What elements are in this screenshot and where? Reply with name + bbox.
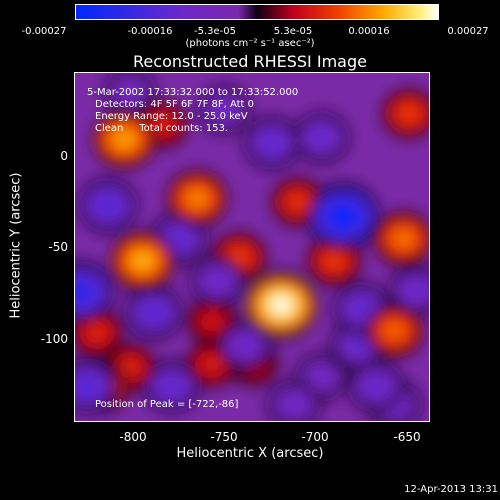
- clean-counts-info: Clean Total counts: 153.: [95, 123, 229, 134]
- negative-source-blob: [100, 199, 115, 212]
- negative-source-blob: [172, 233, 186, 245]
- positive-source-blob: [327, 255, 341, 267]
- positive-source-blob: [232, 251, 246, 263]
- positive-source-blob: [206, 359, 218, 369]
- negative-source-blob: [314, 131, 328, 144]
- negative-source-blob: [80, 380, 95, 393]
- positive-source-blob: [134, 254, 151, 268]
- timestamp: 12-Apr-2013 13:31: [404, 484, 498, 495]
- negative-source-blob: [123, 86, 136, 97]
- y-tick-label: -50: [48, 240, 68, 254]
- y-tick-label: 0: [60, 149, 68, 163]
- positive-source-blob: [90, 327, 103, 338]
- positive-source-blob: [190, 192, 205, 205]
- positive-source-blob: [116, 132, 132, 146]
- negative-source-blob: [369, 380, 383, 392]
- obs-time-range: 5-Mar-2002 17:33:32.000 to 17:33:52.000: [87, 87, 299, 98]
- colorbar-tick-label: 5.3e-05: [273, 26, 313, 37]
- chart-title: Reconstructed RHESSI Image: [133, 52, 367, 71]
- negative-source-blob: [238, 340, 252, 352]
- negative-source-blob: [287, 399, 301, 410]
- x-tick-label: -800: [119, 430, 147, 444]
- negative-source-blob: [75, 285, 89, 300]
- positive-source-blob: [123, 362, 136, 373]
- positive-source-blob: [402, 108, 416, 119]
- negative-source-blob: [211, 275, 224, 287]
- plot-area: 5-Mar-2002 17:33:32.000 to 17:33:52.000 …: [74, 72, 430, 422]
- negative-source-blob: [218, 104, 231, 115]
- colorbar-unit-label: (photons cm⁻² s⁻¹ asec⁻²): [185, 38, 315, 49]
- positive-source-blob: [387, 325, 402, 337]
- colorbar-tick-label: 0.00016: [348, 26, 390, 37]
- positive-source-blob: [156, 119, 169, 130]
- x-tick-label: -750: [210, 430, 238, 444]
- colorbar-tick-label: -0.00016: [127, 26, 173, 37]
- x-tick-label: -650: [393, 430, 421, 444]
- negative-source-blob: [146, 306, 161, 319]
- y-tick-label: -100: [40, 332, 68, 346]
- negative-source-blob: [334, 209, 353, 225]
- positive-source-blob: [206, 316, 218, 327]
- negative-source-blob: [351, 340, 365, 352]
- negative-source-blob: [165, 380, 179, 392]
- colorbar: [75, 4, 439, 20]
- detectors-info: Detectors: 4F 5F 6F 7F 8F, Att 0: [95, 99, 255, 110]
- negative-source-blob: [315, 371, 328, 383]
- positive-source-blob: [291, 196, 304, 208]
- x-tick-label: -700: [301, 430, 329, 444]
- colorbar-tick-label: 0.00027: [447, 26, 489, 37]
- colorbar-tick-label: -0.00027: [21, 26, 67, 37]
- energy-range-info: Energy Range: 12.0 - 25.0 keV: [95, 111, 248, 122]
- heatmap-image: [75, 73, 429, 421]
- x-axis-label: Heliocentric X (arcsec): [176, 446, 324, 461]
- negative-source-blob: [354, 303, 369, 315]
- negative-source-blob: [410, 284, 423, 296]
- positive-source-blob: [396, 232, 411, 245]
- peak-position-text: Position of Peak = [-722,-86]: [95, 399, 239, 410]
- negative-source-blob: [265, 137, 279, 149]
- y-axis-label: Heliocentric Y (arcsec): [8, 172, 24, 319]
- colorbar-tick-label: -5.3e-05: [194, 26, 236, 37]
- positive-source-blob: [272, 297, 291, 313]
